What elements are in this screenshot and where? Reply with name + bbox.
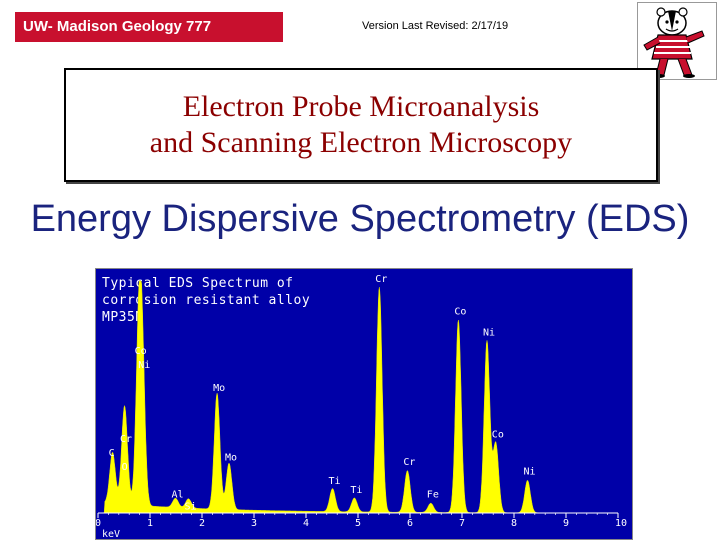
x-tick-label: 8	[511, 518, 517, 529]
peak-label: Al	[172, 490, 184, 501]
mascot-image	[637, 2, 717, 80]
x-tick-label: 7	[459, 518, 465, 529]
slide-title-line-2: and Scanning Electron Microscopy	[149, 126, 573, 159]
x-tick-label: 4	[303, 518, 309, 529]
course-badge-label: UW- Madison Geology 777	[23, 18, 212, 35]
x-axis: 0 1 2 3 4 5 6 7 8 9 10 keV	[96, 512, 627, 539]
peak-label: Co	[492, 429, 504, 440]
spectrum-fill	[98, 280, 619, 514]
eds-spectrum-plot: Typical EDS Spectrum of corrosion resista…	[96, 274, 627, 539]
peak-label: Cr	[375, 274, 387, 285]
peak-label: Mo	[213, 383, 225, 394]
x-axis-label: keV	[102, 529, 120, 539]
peak-label: O	[122, 462, 128, 473]
peak-label: Si	[185, 502, 197, 513]
x-tick-label: 2	[199, 518, 205, 529]
peak-label: Ni	[483, 327, 495, 338]
peak-label: Ni	[524, 467, 536, 478]
peak-label: Fe	[427, 490, 439, 501]
peak-label: Mo	[225, 453, 237, 464]
x-tick-label: 0	[96, 518, 101, 529]
peak-label: Co	[135, 346, 147, 357]
x-tick-label: 9	[563, 518, 569, 529]
course-badge: UW- Madison Geology 777	[15, 12, 283, 42]
chart-title: Typical EDS Spectrum of corrosion resista…	[102, 276, 310, 325]
slide-title-line-1: Electron Probe Microanalysis	[182, 90, 540, 123]
spectrum-area	[98, 280, 619, 514]
chart-title-line: MP35N	[102, 310, 144, 325]
peak-label: Ni	[138, 360, 150, 371]
slide-title-box: Electron Probe Microanalysis and Scannin…	[64, 68, 658, 182]
peak-label: Cr	[403, 457, 415, 468]
version-label: Version Last Revised: 2/17/19	[362, 20, 509, 32]
peak-label: Ti	[350, 485, 362, 496]
peak-label: C	[109, 448, 115, 459]
x-tick-label: 6	[407, 518, 413, 529]
peak-label: Cr	[120, 434, 132, 445]
eds-spectrum-chart: Typical EDS Spectrum of corrosion resista…	[95, 268, 633, 540]
peak-label: Co	[454, 306, 466, 317]
chart-title-line: Typical EDS Spectrum of	[102, 276, 294, 291]
x-tick-label: 1	[147, 518, 153, 529]
slide-subtitle: Energy Dispersive Spectrometry (EDS)	[30, 198, 690, 240]
mascot-badger-icon	[643, 7, 705, 78]
x-tick-label: 3	[251, 518, 257, 529]
x-tick-label: 5	[355, 518, 361, 529]
peak-label: Ti	[329, 476, 341, 487]
chart-title-line: corrosion resistant alloy	[102, 293, 310, 308]
x-tick-label: 10	[615, 518, 627, 529]
